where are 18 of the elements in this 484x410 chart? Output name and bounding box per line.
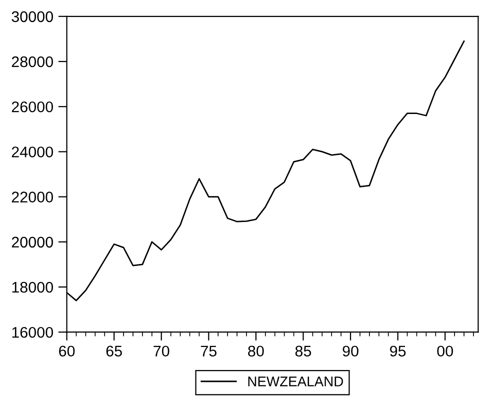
x-tick-label: 75	[200, 346, 217, 357]
legend-label: NEWZEALAND	[248, 376, 343, 386]
y-tick-label: 18000	[12, 282, 54, 293]
x-tick-label: 85	[295, 346, 312, 357]
x-tick-label: 70	[154, 346, 170, 357]
x-tick-label: 80	[248, 346, 264, 357]
y-tick-label: 20000	[12, 236, 54, 248]
x-tick-label: 65	[106, 346, 122, 357]
x-tick-label: 60	[59, 346, 75, 357]
y-tick-label: 16000	[12, 326, 54, 338]
y-tick-label: 26000	[12, 101, 54, 112]
y-tick-label: 24000	[12, 146, 54, 158]
y-tick-label: 30000	[12, 11, 54, 22]
x-tick-label: 00	[437, 346, 453, 357]
x-tick-label: 95	[390, 346, 406, 357]
x-tick-label: 90	[342, 346, 358, 357]
y-tick-label: 22000	[12, 192, 54, 202]
y-tick-label: 28000	[12, 56, 54, 68]
